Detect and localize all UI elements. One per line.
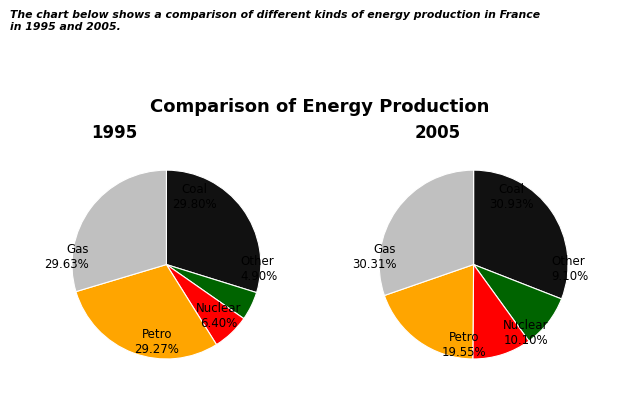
Text: Nuclear
10.10%: Nuclear 10.10% xyxy=(503,319,548,346)
Wedge shape xyxy=(76,265,216,359)
Wedge shape xyxy=(379,170,474,295)
Wedge shape xyxy=(72,170,166,292)
Text: Coal
29.80%: Coal 29.80% xyxy=(172,183,217,210)
Text: Gas
30.31%: Gas 30.31% xyxy=(351,243,396,271)
Wedge shape xyxy=(385,265,474,359)
Text: Petro
19.55%: Petro 19.55% xyxy=(442,331,486,359)
Text: Gas
29.63%: Gas 29.63% xyxy=(44,243,89,271)
Text: Coal
30.93%: Coal 30.93% xyxy=(489,183,534,210)
Wedge shape xyxy=(474,170,568,299)
Text: The chart below shows a comparison of different kinds of energy production in Fr: The chart below shows a comparison of di… xyxy=(10,10,540,32)
Wedge shape xyxy=(166,265,244,345)
Wedge shape xyxy=(166,265,257,319)
Wedge shape xyxy=(166,170,261,293)
Text: Petro
29.27%: Petro 29.27% xyxy=(134,328,179,356)
Wedge shape xyxy=(473,265,529,359)
Text: Other
4.90%: Other 4.90% xyxy=(240,255,277,283)
Wedge shape xyxy=(474,265,561,341)
Text: Nuclear
6.40%: Nuclear 6.40% xyxy=(196,302,241,330)
Text: Comparison of Energy Production: Comparison of Energy Production xyxy=(150,98,490,116)
Text: Other
9.10%: Other 9.10% xyxy=(551,255,588,283)
Text: 2005: 2005 xyxy=(415,124,461,142)
Text: 1995: 1995 xyxy=(91,124,137,142)
